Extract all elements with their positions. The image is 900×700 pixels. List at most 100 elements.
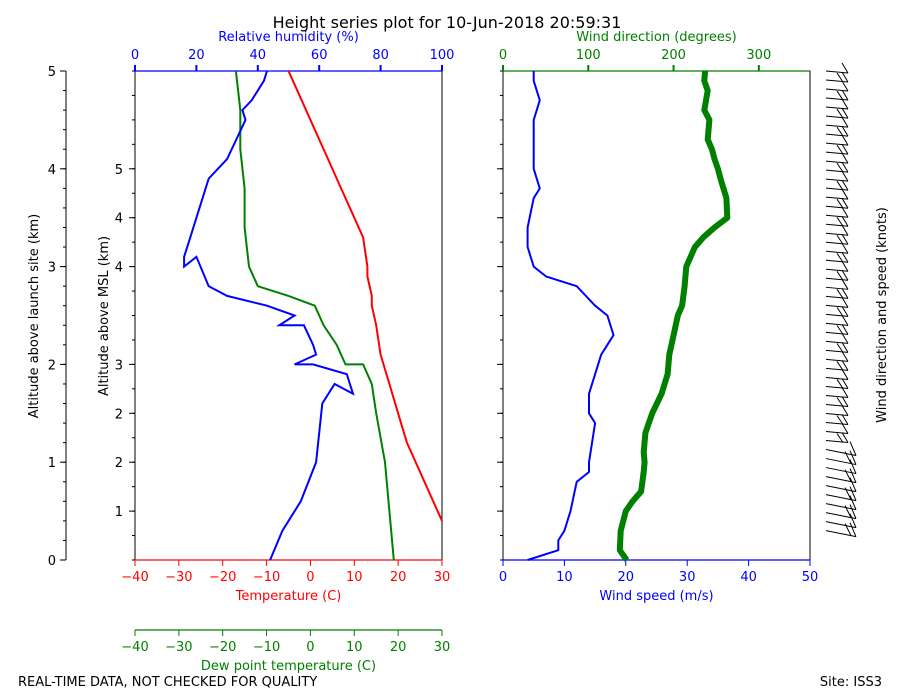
- msl-altitude-tick-label: 2: [115, 407, 123, 422]
- wind-barb-flag: [836, 361, 844, 371]
- wind-barb: [825, 197, 849, 209]
- wind-barb-staff: [825, 521, 857, 529]
- wind-direction-line: [616, 70, 731, 562]
- wind-barb-flag: [841, 423, 849, 434]
- wind-barb: [825, 116, 849, 128]
- wind-barb-flag: [841, 342, 849, 353]
- wind-barb: [825, 98, 849, 110]
- temperature-axis-label: Temperature (C): [235, 589, 342, 604]
- wind-barb-flag: [841, 143, 849, 155]
- wind-barb-flag: [836, 72, 844, 83]
- wind-barb-flag: [841, 233, 849, 245]
- wind-barb-flag: [849, 468, 857, 483]
- wind-barb: [825, 297, 849, 308]
- wind-barb-flag: [841, 324, 849, 335]
- speed-tick-label: 20: [618, 570, 635, 585]
- chart-title: Height series plot for 10-Jun-2018 20:59…: [273, 13, 622, 32]
- wind-barb-flag: [841, 396, 849, 407]
- wind-barb-flag: [841, 378, 849, 389]
- humidity-tick-label: 100: [430, 48, 455, 63]
- speed-axis-label: Wind speed (m/s): [599, 589, 713, 604]
- msl-altitude-axis-label: Altitude above MSL (km): [97, 236, 112, 396]
- temperature-tick-label: 20: [390, 570, 407, 585]
- right-plot-frame: [502, 70, 811, 561]
- wind-barb: [825, 125, 849, 137]
- launch-altitude-tick-label: 3: [48, 261, 56, 276]
- left-panel: 0 1 2 3 4 5 Altitude above launch site (km) 1 2 2…: [27, 30, 454, 674]
- wind-barb-flag: [836, 90, 844, 101]
- wind-barb-flag: [841, 62, 849, 74]
- wind-barb: [825, 342, 849, 353]
- direction-tick-label: 0: [499, 48, 507, 63]
- relative-humidity-line: [183, 70, 355, 561]
- wind-barb-flag: [841, 71, 849, 83]
- direction-axis-label: Wind direction (degrees): [576, 30, 736, 45]
- wind-barb-flag: [836, 343, 844, 353]
- wind-barb-flag: [841, 351, 849, 362]
- wind-barb-staff: [825, 151, 849, 155]
- footer-quality-note: REAL-TIME DATA, NOT CHECKED FOR QUALITY: [18, 675, 317, 690]
- wind-barb: [825, 161, 849, 173]
- wind-barb-flag: [836, 307, 844, 317]
- dewpoint-tick-label: 10: [346, 640, 363, 655]
- wind-barb-flag: [836, 144, 844, 155]
- wind-barb: [825, 315, 849, 326]
- wind-barb-staff: [825, 250, 849, 254]
- wind-barb: [825, 351, 849, 362]
- wind-barb-flag: [841, 306, 849, 317]
- footer-site: Site: ISS3: [820, 675, 882, 690]
- wind-barb-flag: [841, 152, 849, 164]
- wind-barb-flag: [841, 170, 849, 182]
- wind-barb-flag: [841, 107, 849, 119]
- wind-barb-flag: [836, 325, 844, 335]
- wind-barb-flag: [841, 387, 849, 398]
- wind-barb-flag: [841, 360, 849, 371]
- wind-barb-flag: [841, 243, 849, 254]
- wind-barb-staff: [825, 187, 849, 191]
- temperature-tick-label: −30: [165, 570, 192, 585]
- wind-barb-flag: [836, 289, 844, 299]
- wind-barb-flag: [841, 369, 849, 380]
- wind-barb-flag: [841, 315, 849, 326]
- wind-barb-flag: [841, 252, 849, 263]
- humidity-tick-label: 80: [372, 48, 389, 63]
- wind-barb: [825, 324, 849, 335]
- wind-barb-staff: [825, 394, 849, 398]
- wind-barb-flag: [841, 80, 849, 92]
- wind-barb-staff: [825, 422, 849, 426]
- wind-barb-staff: [825, 133, 849, 137]
- wind-barb-flag: [836, 216, 844, 227]
- wind-barb-staff: [825, 295, 849, 299]
- wind-barb: [825, 80, 849, 92]
- wind-barb: [825, 143, 849, 155]
- msl-altitude-tick-label: 3: [115, 358, 123, 373]
- wind-barb-flag: [841, 405, 849, 416]
- wind-barb: [825, 179, 849, 191]
- wind-barb-staff: [825, 97, 849, 101]
- wind-barb-flag: [841, 432, 849, 443]
- wind-barb-flag: [841, 188, 849, 200]
- wind-barb: [825, 134, 849, 146]
- msl-altitude-tick-label: 5: [115, 163, 123, 178]
- temperature-line: [287, 70, 443, 522]
- speed-tick-label: 10: [556, 570, 573, 585]
- wind-barb-staff: [825, 115, 849, 119]
- msl-altitude-tick-label: 1: [115, 505, 123, 520]
- wind-barb-flag: [841, 297, 849, 308]
- wind-barb: [825, 279, 849, 290]
- wind-barb-flag: [836, 433, 844, 443]
- wind-barb-staff: [825, 331, 849, 335]
- wind-barb-staff: [825, 403, 849, 407]
- launch-altitude-axis-label: Altitude above launch site (km): [27, 214, 42, 418]
- direction-tick-label: 100: [576, 48, 601, 63]
- wind-barb-staff: [825, 241, 849, 245]
- wind-barb-flag: [849, 513, 857, 528]
- wind-barb-flag: [849, 486, 857, 501]
- wind-barb: [825, 405, 849, 416]
- wind-barb-staff: [825, 512, 857, 520]
- dewpoint-axis-label: Dew point temperature (C): [201, 659, 376, 674]
- humidity-tick-label: 0: [131, 48, 139, 63]
- wind-barb-flag: [836, 234, 844, 245]
- wind-barb: [825, 333, 849, 344]
- wind-barb-flag: [841, 333, 849, 344]
